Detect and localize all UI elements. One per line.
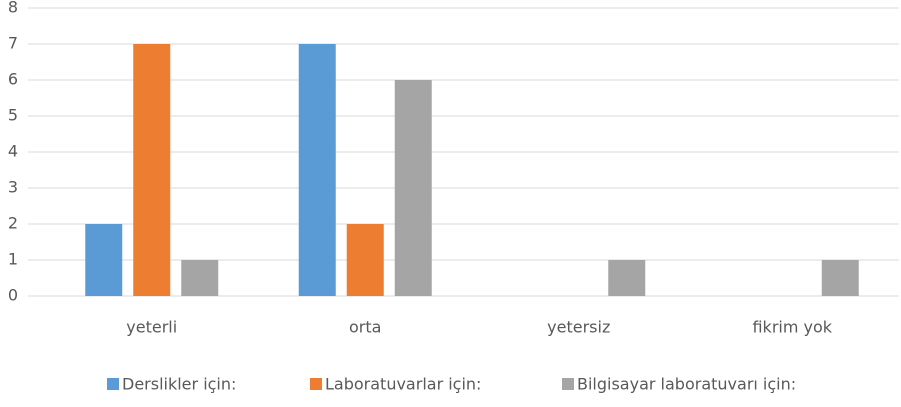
bar (821, 260, 859, 296)
legend-label: Laboratuvarlar için: (325, 375, 481, 394)
x-tick-label: yeterli (126, 318, 177, 337)
bar (608, 260, 646, 296)
x-tick-label: fikrim yok (752, 318, 832, 337)
y-tick-label: 4 (8, 142, 18, 161)
bar (394, 80, 432, 296)
bar (85, 224, 123, 296)
legend-swatch (562, 378, 574, 390)
y-tick-label: 1 (8, 250, 18, 269)
legend-label: Bilgisayar laboratuvarı için: (577, 375, 796, 394)
bar (298, 44, 336, 296)
x-tick-label: yetersiz (547, 318, 610, 337)
y-tick-label: 8 (8, 0, 18, 17)
y-tick-label: 0 (8, 286, 18, 305)
y-tick-label: 6 (8, 70, 18, 89)
bar (133, 44, 171, 296)
y-tick-label: 5 (8, 106, 18, 125)
y-tick-label: 7 (8, 34, 18, 53)
bar (346, 224, 384, 296)
legend-swatch (310, 378, 322, 390)
y-tick-label: 2 (8, 214, 18, 233)
legend-swatch (107, 378, 119, 390)
y-tick-label: 3 (8, 178, 18, 197)
x-tick-label: orta (349, 318, 381, 337)
bar (181, 260, 219, 296)
legend-label: Derslikler için: (122, 375, 236, 394)
